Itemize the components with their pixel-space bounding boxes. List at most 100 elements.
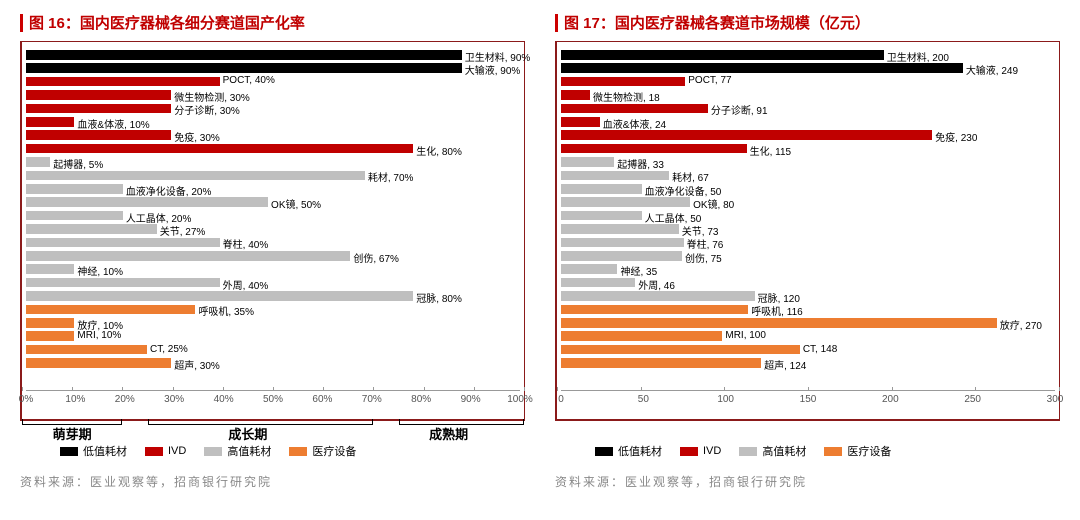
bar-row: POCT, 40% [26, 75, 520, 88]
bar [26, 358, 171, 368]
bar-row: 外周, 46 [561, 276, 1055, 289]
bar-row: CT, 148 [561, 343, 1055, 356]
legend-swatch [145, 447, 163, 456]
legend-label: 高值耗材 [227, 443, 271, 459]
bar-row: 脊柱, 76 [561, 236, 1055, 249]
bar-row: 神经, 35 [561, 263, 1055, 276]
bar-row: 脊柱, 40% [26, 236, 520, 249]
bar [561, 331, 722, 341]
bar-label: CT, 25% [150, 344, 188, 355]
axis-tick: 60% [312, 394, 332, 405]
axis-tick: 70% [362, 394, 382, 405]
right-bars-area: 卫生材料, 200大输液, 249POCT, 77微生物检测, 18分子诊断, … [561, 48, 1055, 370]
bar [26, 305, 195, 315]
bar [561, 238, 684, 248]
bar [561, 144, 747, 154]
bar-row: 人工晶体, 20% [26, 209, 520, 222]
axis-tick: 200 [882, 394, 899, 405]
axis-tick: 100 [717, 394, 734, 405]
axis-tick: 250 [964, 394, 981, 405]
legend-item: 医疗设备 [824, 443, 891, 459]
bar [26, 331, 74, 341]
bar [561, 305, 748, 315]
bar [26, 157, 50, 167]
axis-tick: 50 [638, 394, 649, 405]
legend-item: 高值耗材 [204, 443, 271, 459]
bar-row: MRI, 100 [561, 330, 1055, 343]
legend-label: 低值耗材 [83, 443, 127, 459]
stage-label: 成熟期 [429, 424, 468, 443]
left-panel: 图 16：国内医疗器械各细分赛道国产化率 卫生材料, 90%大输液, 90%PO… [20, 12, 525, 490]
left-axis-ticks: 0%10%20%30%40%50%60%70%80%90%100% [26, 391, 520, 419]
bar-row: OK镜, 50% [26, 195, 520, 208]
bar-label: POCT, 77 [688, 75, 731, 86]
bar-label: 超声, 124 [764, 357, 806, 372]
bar-label: CT, 148 [803, 344, 837, 355]
bar [561, 117, 600, 127]
legend-swatch [824, 447, 842, 456]
legend-item: 低值耗材 [595, 443, 662, 459]
bar-row: 关节, 73 [561, 222, 1055, 235]
bar-row: 血液&体液, 10% [26, 115, 520, 128]
bar [561, 50, 884, 60]
bar [26, 318, 74, 328]
legend-swatch [60, 447, 78, 456]
axis-tick: 0% [19, 394, 33, 405]
left-source: 资料来源：医业观察等，招商银行研究院 [20, 473, 525, 490]
bar [26, 345, 147, 355]
bar-row: 起搏器, 33 [561, 155, 1055, 168]
bar-row: 超声, 30% [26, 356, 520, 369]
bar [561, 197, 690, 207]
bar [561, 224, 679, 234]
bar-row: MRI, 10% [26, 330, 520, 343]
right-panel: 图 17：国内医疗器械各赛道市场规模（亿元） 卫生材料, 200大输液, 249… [555, 12, 1060, 490]
bar-row: 卫生材料, 200 [561, 48, 1055, 61]
bar-row: 卫生材料, 90% [26, 48, 520, 61]
bar [561, 77, 685, 87]
right-title: 图 17：国内医疗器械各赛道市场规模（亿元） [564, 12, 870, 33]
bar [26, 77, 220, 87]
bar [561, 90, 590, 100]
axis-tick: 80% [411, 394, 431, 405]
bar-row: 血液净化设备, 50 [561, 182, 1055, 195]
bar [26, 224, 157, 234]
stage-label: 萌芽期 [53, 424, 92, 443]
bar [561, 264, 617, 274]
bar-row: 放疗, 10% [26, 316, 520, 329]
bar-row: 人工晶体, 50 [561, 209, 1055, 222]
legend-item: IVD [145, 443, 186, 459]
bar-row: 微生物检测, 18 [561, 88, 1055, 101]
bar [26, 171, 365, 181]
bar [561, 184, 642, 194]
stage-label: 成长期 [228, 424, 267, 443]
bar-row: 关节, 27% [26, 222, 520, 235]
bar-row: 外周, 40% [26, 276, 520, 289]
legend-item: 医疗设备 [289, 443, 356, 459]
bar [26, 50, 462, 60]
bar-row: 起搏器, 5% [26, 155, 520, 168]
bar-row: 呼吸机, 116 [561, 303, 1055, 316]
bar-label: POCT, 40% [223, 75, 275, 86]
bar-row: 放疗, 270 [561, 316, 1055, 329]
axis-tick: 0 [558, 394, 564, 405]
bar [26, 278, 220, 288]
right-source: 资料来源：医业观察等，招商银行研究院 [555, 473, 1060, 490]
legend-label: 医疗设备 [847, 443, 891, 459]
right-title-row: 图 17：国内医疗器械各赛道市场规模（亿元） [555, 12, 1060, 33]
bar [26, 251, 350, 261]
legend-item: IVD [680, 443, 721, 459]
bar-label: MRI, 100 [725, 330, 766, 341]
left-bars-area: 卫生材料, 90%大输液, 90%POCT, 40%微生物检测, 30%分子诊断… [26, 48, 520, 370]
legend-item: 高值耗材 [739, 443, 806, 459]
bar [561, 157, 614, 167]
legend-label: 医疗设备 [312, 443, 356, 459]
axis-tick: 40% [214, 394, 234, 405]
bar-label: MRI, 10% [77, 330, 121, 341]
bar [561, 345, 800, 355]
bar [561, 63, 963, 73]
bar [26, 63, 462, 73]
legend-label: IVD [168, 445, 186, 457]
title-accent-bar [555, 14, 558, 32]
bar-row: 冠脉, 120 [561, 289, 1055, 302]
axis-tick: 50% [263, 394, 283, 405]
